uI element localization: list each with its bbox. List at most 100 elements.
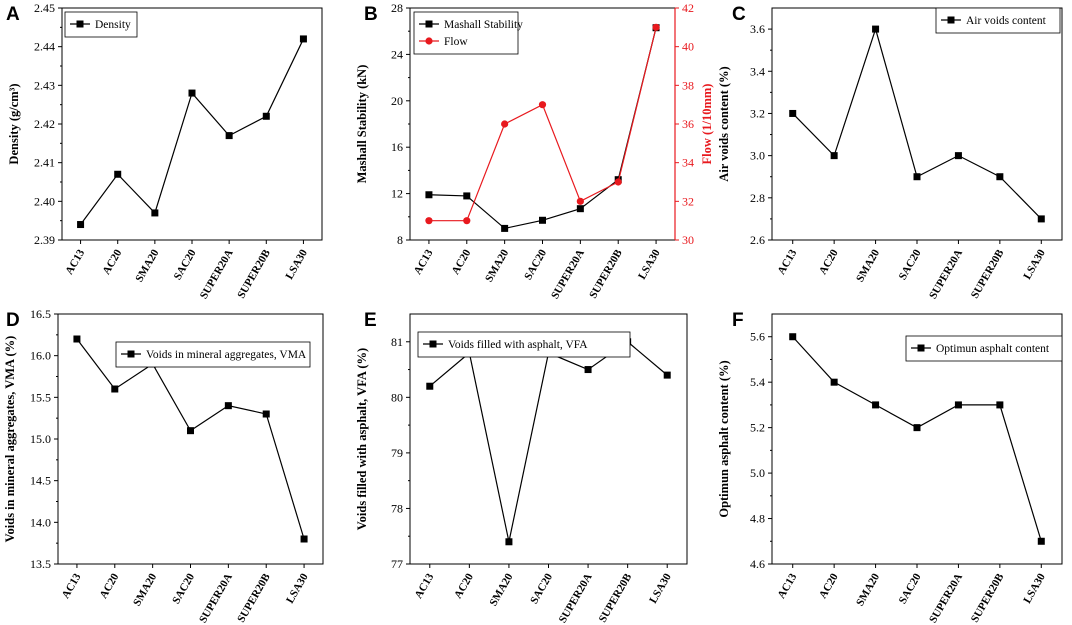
y-axis-title: Voids filled with asphalt, VFA (%) <box>355 348 369 530</box>
y-tick-label: 3.4 <box>750 64 765 78</box>
y-axis-title: Density (g/cm³) <box>7 83 21 164</box>
x-tick-label: SMA20 <box>854 571 882 608</box>
data-point <box>187 427 194 435</box>
legend-box <box>413 11 519 55</box>
series-line <box>80 38 304 225</box>
x-tick-label: SUPER20B <box>235 247 273 301</box>
y-tick-label: 3.6 <box>750 22 765 36</box>
legend-marker <box>917 344 925 352</box>
legend-marker <box>76 20 84 28</box>
y-tick-label: 15.5 <box>30 390 51 404</box>
data-point <box>789 333 797 341</box>
y-tick-label: 8 <box>397 233 403 247</box>
data-point <box>996 401 1004 409</box>
x-tick-label: SUPER20B <box>597 571 635 625</box>
x-tick-label: SUPER20B <box>969 571 1007 625</box>
x-tick-label: SUPER20A <box>549 247 587 301</box>
x-tick-label: SAC20 <box>528 571 555 606</box>
plot-frame <box>61 7 323 241</box>
y2-tick-label: 32 <box>682 194 694 208</box>
y-axis-title: Voids in mineral aggregates, VMA (%) <box>3 336 17 543</box>
legend-label: Density <box>95 19 131 31</box>
y-tick-label: 5.6 <box>750 330 765 344</box>
y-tick-label: 14.5 <box>30 474 51 488</box>
panel-letter: E <box>364 310 377 331</box>
data-point <box>299 35 307 43</box>
data-point <box>225 132 233 140</box>
y-tick-label: 4.6 <box>750 557 765 571</box>
data-point <box>300 535 308 543</box>
series-line <box>428 27 657 230</box>
data-point <box>584 366 592 374</box>
legend-box <box>417 331 631 358</box>
x-tick-label: SAC20 <box>522 247 549 282</box>
y-tick-label: 5.0 <box>750 466 765 480</box>
x-tick-label: SAC20 <box>170 571 197 606</box>
data-point <box>501 120 509 128</box>
y-tick-label: 80 <box>391 390 403 404</box>
y-tick-label: 2.43 <box>34 78 55 92</box>
y-axis-title: Air voids content (%) <box>717 66 731 181</box>
y-tick-label: 3.0 <box>750 149 765 163</box>
y-tick-label: 20 <box>391 94 403 108</box>
x-tick-label: SUPER20B <box>969 247 1007 301</box>
x-tick-label: SUPER20A <box>557 571 595 625</box>
y-tick-label: 4.8 <box>750 512 765 526</box>
y-tick-label: 77 <box>391 557 403 571</box>
x-tick-label: AC13 <box>775 571 799 601</box>
legend-label: Air voids content <box>966 15 1047 27</box>
x-tick-label: SAC20 <box>172 247 199 282</box>
y-tick-label: 15.0 <box>30 432 51 446</box>
legend-label: Voids in mineral aggregates, VMA <box>146 349 307 361</box>
data-point <box>954 152 962 160</box>
y2-tick-label: 34 <box>682 156 694 170</box>
data-point <box>114 170 122 178</box>
x-tick-label: AC13 <box>63 247 87 277</box>
y-tick-label: 28 <box>391 1 403 15</box>
y-tick-label: 2.40 <box>34 194 55 208</box>
y2-tick-label: 40 <box>682 40 694 54</box>
y-tick-label: 13.5 <box>30 557 51 571</box>
legend-marker <box>127 350 135 358</box>
data-point <box>426 382 434 390</box>
y2-tick-label: 42 <box>682 1 694 15</box>
x-tick-label: AC13 <box>775 247 799 277</box>
x-tick-label: SUPER20B <box>587 247 625 301</box>
chart-panel-d: D 13.5 14.0 14.5 15.0 15.5 16.0 16.5 AC13 AC20 SMA… <box>3 307 324 625</box>
x-tick-label: LSA30 <box>636 247 663 281</box>
series-line <box>792 336 1042 542</box>
y-tick-label: 14.0 <box>30 515 51 529</box>
legend-marker <box>425 20 433 28</box>
x-tick-label: SMA20 <box>483 247 511 284</box>
data-point <box>262 112 270 120</box>
y-tick-label: 2.44 <box>34 40 55 54</box>
x-tick-label: SUPER20A <box>927 571 965 625</box>
x-tick-label: AC13 <box>60 571 84 601</box>
series-line <box>76 338 305 540</box>
y-tick-label: 3.2 <box>750 106 765 120</box>
data-point <box>425 191 433 199</box>
y-tick-label: 2.42 <box>34 117 55 131</box>
series-line <box>428 27 657 222</box>
y-tick-label: 2.45 <box>34 1 55 15</box>
data-point <box>425 217 433 225</box>
data-point <box>151 209 159 217</box>
data-point <box>576 205 584 213</box>
data-point <box>463 217 471 225</box>
data-point <box>614 178 622 186</box>
y-axis-title: Mashall Stability (kN) <box>355 65 369 184</box>
data-point <box>1037 215 1045 223</box>
data-point <box>913 424 921 432</box>
y-tick-label: 2.41 <box>34 156 55 170</box>
y-tick-label: 5.2 <box>750 421 765 435</box>
x-tick-label: LSA30 <box>647 571 674 605</box>
data-point <box>663 371 671 379</box>
data-point <box>505 538 513 546</box>
y-tick-label: 12 <box>391 187 403 201</box>
panel-letter: F <box>732 310 744 331</box>
legend-label: Voids filled with asphalt, VFA <box>448 339 588 351</box>
y-tick-label: 81 <box>391 335 403 349</box>
y-tick-label: 24 <box>391 47 403 61</box>
x-tick-label: LSA30 <box>283 247 310 281</box>
